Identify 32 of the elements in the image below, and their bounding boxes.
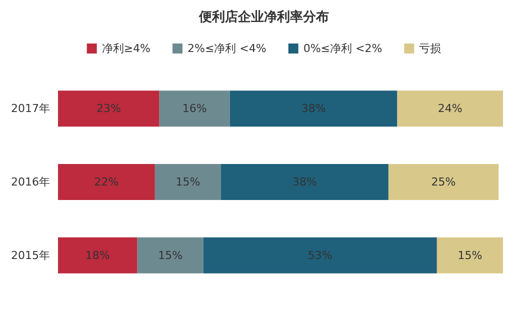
bar <box>203 237 437 274</box>
y-tick-label: 2016年 <box>11 176 50 188</box>
data-label: 25% <box>431 176 456 188</box>
bar <box>397 90 503 127</box>
y-tick-label: 2015年 <box>11 248 50 262</box>
data-label: 15% <box>176 176 200 188</box>
data-label: 23% <box>96 102 121 116</box>
legend-label: 净利≥4% <box>102 42 151 55</box>
bar <box>388 164 499 200</box>
chart-title: 便利店企业净利率分布 <box>198 9 329 25</box>
bar <box>58 90 160 127</box>
legend-label: 2%≤净利 <4% <box>188 42 266 55</box>
data-label: 22% <box>94 176 119 188</box>
data-label: 53% <box>308 248 332 262</box>
bar <box>58 164 155 200</box>
bar <box>221 164 388 200</box>
y-tick-label: 2017年 <box>11 102 50 116</box>
bar <box>154 164 222 200</box>
data-label: 38% <box>292 176 317 188</box>
data-label: 15% <box>458 248 482 262</box>
data-label: 38% <box>301 102 326 116</box>
legend-label: 0%≤净利 <2% <box>303 42 382 55</box>
data-label: 18% <box>85 248 110 262</box>
bar <box>436 237 503 274</box>
bar <box>159 90 230 127</box>
bar <box>230 90 398 127</box>
bar <box>58 237 138 274</box>
legend-label: 亏损 <box>419 42 442 55</box>
data-label: 24% <box>438 102 462 116</box>
data-label: 15% <box>158 248 183 262</box>
data-label: 16% <box>182 102 207 116</box>
bar <box>137 237 204 274</box>
